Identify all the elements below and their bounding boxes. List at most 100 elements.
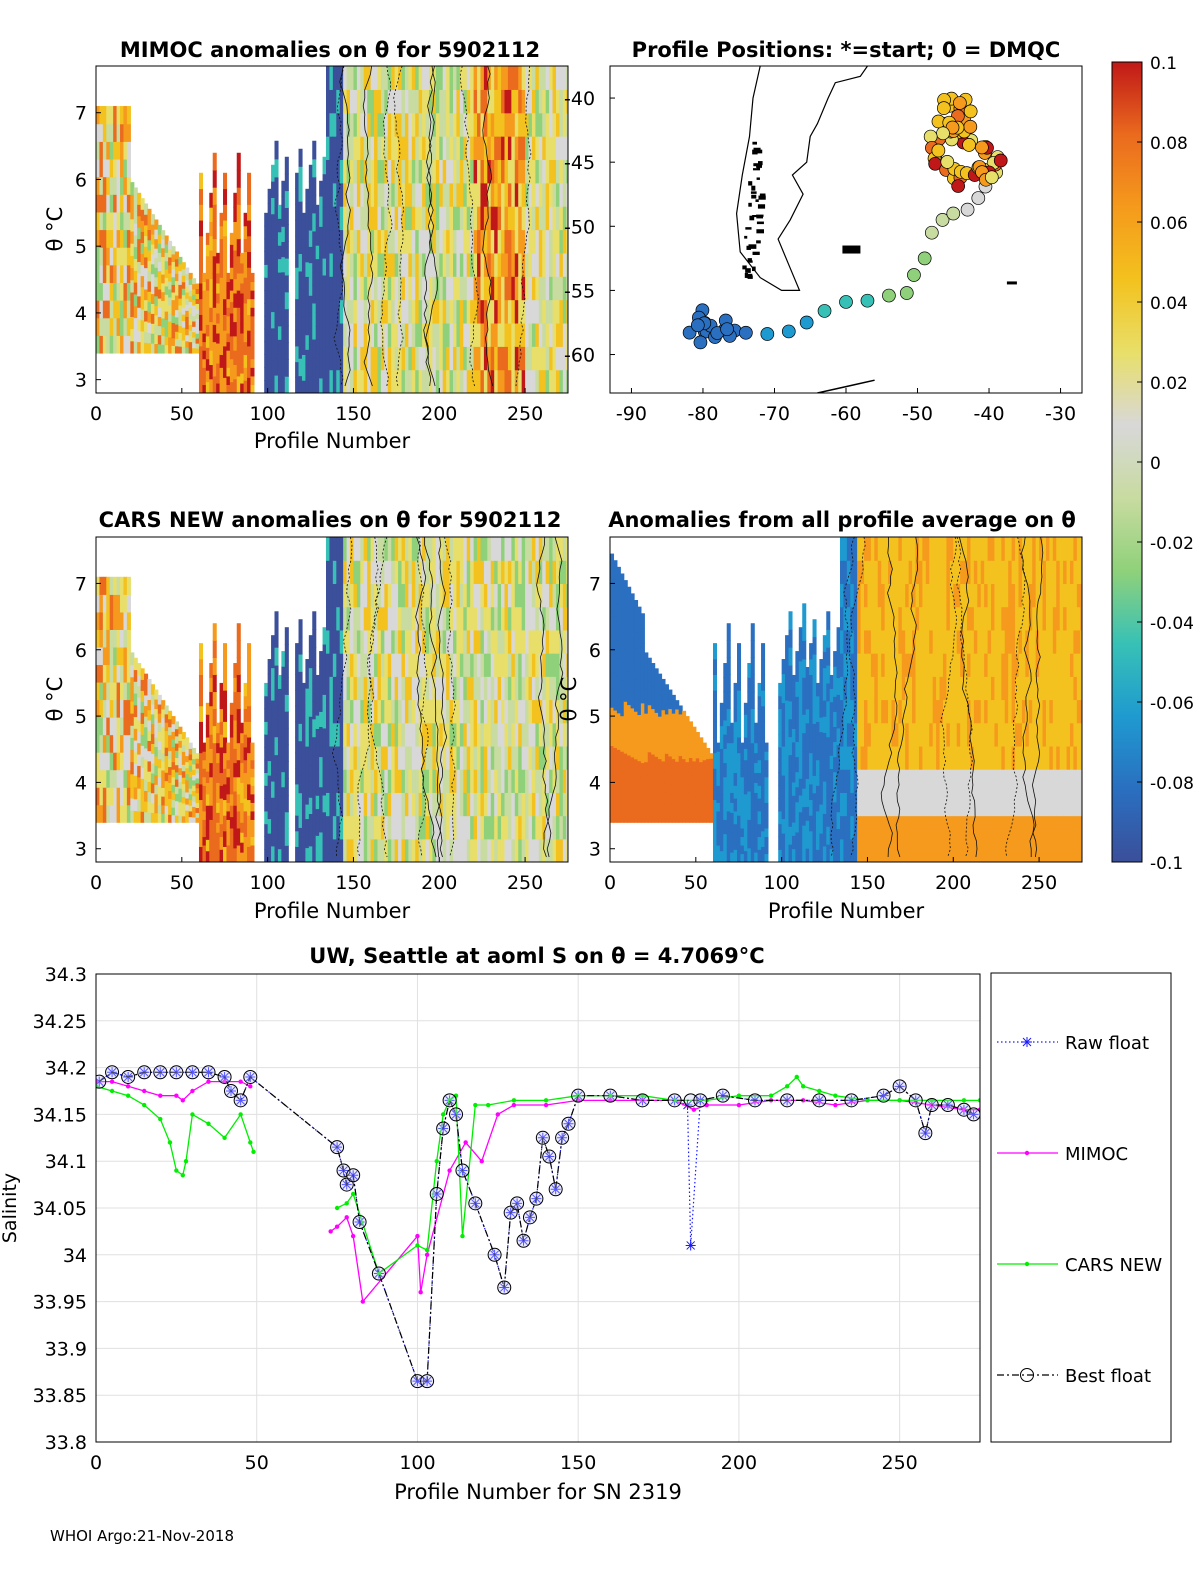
- heatmap-cell: [791, 795, 796, 810]
- heatmap-cell: [640, 762, 645, 779]
- heatmap-cell: [343, 112, 348, 137]
- heatmap-cell: [712, 690, 718, 707]
- heatmap-cell: [250, 751, 255, 761]
- heatmap-cell: [747, 762, 752, 778]
- heatmap-cell: [401, 299, 406, 324]
- heatmap-cell: [192, 278, 197, 285]
- heatmap-cell: [446, 699, 451, 724]
- heatmap-cell: [401, 676, 406, 701]
- heatmap-cell: [531, 206, 536, 231]
- profile-position: [963, 119, 978, 134]
- heatmap-cell: [798, 727, 803, 746]
- heatmap-cell: [171, 738, 176, 748]
- heatmap-cell: [233, 691, 238, 707]
- island: [744, 235, 748, 239]
- heatmap-cell: [301, 354, 306, 368]
- heatmap-cell: [374, 136, 379, 161]
- heatmap-cell: [205, 335, 210, 348]
- heatmap-cell: [339, 815, 344, 840]
- heatmap-cell: [264, 367, 269, 381]
- heatmap-cell: [562, 66, 567, 90]
- heatmap-cell: [168, 256, 173, 266]
- heatmap-cell: [374, 629, 379, 654]
- heatmap-cell: [264, 251, 269, 265]
- heatmap-cell: [518, 206, 523, 231]
- heatmap-cell: [319, 302, 324, 318]
- heatmap-cell: [637, 637, 642, 654]
- heatmap-cell: [223, 783, 228, 801]
- heatmap-cell: [367, 560, 372, 585]
- heatmap-cell: [463, 792, 468, 817]
- heatmap-cell: [552, 276, 557, 301]
- heatmap-cell: [339, 182, 344, 207]
- heatmap-cell: [202, 853, 207, 862]
- heatmap-cell: [274, 176, 279, 196]
- heatmap-cell: [726, 657, 731, 675]
- heatmap-cell: [442, 722, 447, 747]
- heatmap-cell: [195, 313, 200, 319]
- heatmap-cell: [425, 89, 430, 114]
- heatmap-cell: [422, 838, 427, 862]
- heatmap-cell: [562, 112, 567, 137]
- y-tick-label: 4: [75, 772, 87, 794]
- heatmap-cell: [518, 815, 523, 840]
- heatmap-cell: [96, 194, 101, 213]
- heatmap-cell: [501, 769, 506, 793]
- heatmap-cell: [812, 653, 817, 672]
- heatmap-cell: [408, 769, 413, 793]
- heatmap-cell: [126, 594, 131, 613]
- heatmap-cell: [274, 158, 279, 178]
- heatmap-cell: [620, 715, 625, 734]
- heatmap-cell: [477, 629, 482, 654]
- heatmap-cell: [404, 206, 409, 231]
- heatmap-cell: [229, 358, 234, 371]
- heatmap-cell: [267, 833, 272, 849]
- heatmap-cell: [494, 815, 499, 840]
- heatmap-cell: [188, 788, 193, 795]
- heatmap-cell: [781, 702, 786, 718]
- heatmap-cell: [480, 815, 485, 840]
- heatmap-cell: [459, 560, 464, 585]
- heatmap-cell: [144, 811, 149, 823]
- heatmap-cell: [415, 66, 420, 90]
- heatmap-cell: [702, 753, 707, 761]
- heatmap-cell: [185, 298, 190, 305]
- heatmap-cell: [157, 224, 162, 235]
- heatmap-cell: [343, 722, 348, 747]
- heatmap-cell: [525, 699, 530, 724]
- heatmap-cell: [274, 338, 279, 358]
- heatmap-cell: [723, 833, 728, 849]
- heatmap-cell: [463, 676, 468, 701]
- heatmap-cell: [277, 352, 282, 367]
- heatmap-cell: [623, 649, 628, 668]
- heatmap-cell: [490, 583, 495, 608]
- profile-position: [924, 225, 939, 240]
- heatmap-cell: [613, 691, 618, 711]
- heatmap-cell: [387, 792, 392, 817]
- heatmap-cell: [542, 112, 547, 137]
- heatmap-cell: [867, 699, 872, 724]
- contour-line: [543, 537, 564, 858]
- heatmap-cell: [281, 786, 286, 803]
- heatmap-cell: [504, 560, 509, 585]
- heatmap-cell: [620, 644, 625, 663]
- heatmap-cell: [418, 792, 423, 817]
- heatmap-cell: [528, 89, 533, 114]
- heatmap-cell: [181, 301, 186, 309]
- heatmap-cell: [315, 366, 320, 381]
- heatmap-cell: [223, 251, 228, 268]
- heatmap-cell: [394, 629, 399, 654]
- heatmap-cell: [274, 302, 279, 322]
- heatmap-cell: [195, 782, 200, 789]
- heatmap-cell: [785, 764, 790, 782]
- heatmap-cell: [164, 269, 169, 279]
- heatmap-cell: [456, 792, 461, 817]
- heatmap-cell: [630, 805, 635, 823]
- contour-line: [435, 537, 448, 858]
- heatmap-cell: [332, 792, 337, 817]
- heatmap-cell: [651, 685, 656, 698]
- heatmap-cell: [408, 369, 413, 393]
- heatmap-cell: [181, 809, 186, 817]
- heatmap-cell: [96, 282, 101, 301]
- heatmap-cell: [325, 838, 331, 862]
